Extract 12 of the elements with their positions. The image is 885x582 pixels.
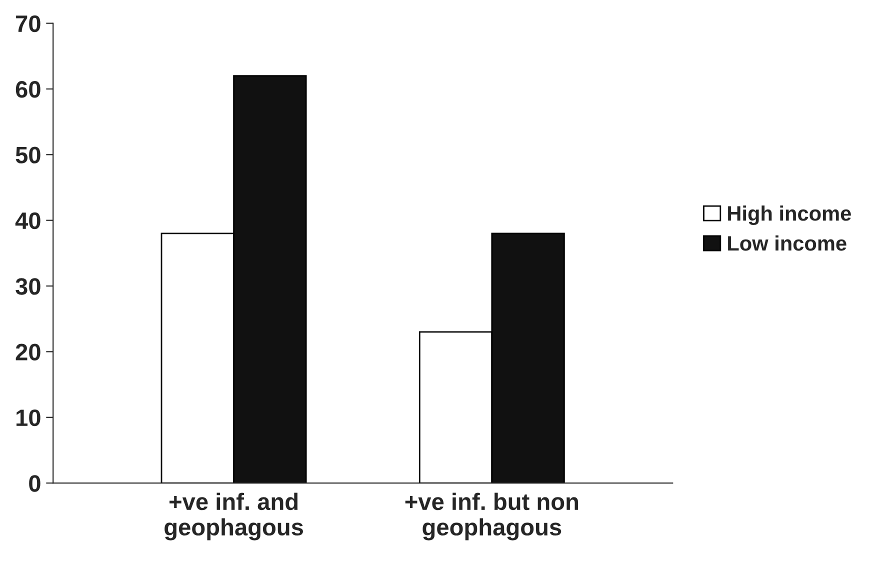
legend-label: High income bbox=[728, 206, 851, 226]
y-tick-label: 40 bbox=[15, 212, 40, 230]
y-tick-label: 20 bbox=[16, 344, 40, 360]
legend-label: Low income bbox=[728, 235, 846, 251]
x-tick-label: +ve inf. and geophagous bbox=[164, 492, 304, 540]
y-tick-label: 0 bbox=[29, 475, 40, 492]
x-tick-label: +ve inf. but non geophagous bbox=[405, 492, 578, 540]
y-tick-label: 70 bbox=[16, 15, 40, 32]
y-tick-label: 60 bbox=[16, 81, 40, 98]
y-tick-label: 10 bbox=[16, 409, 40, 426]
y-tick-label: 30 bbox=[16, 278, 40, 295]
y-tick-label: 50 bbox=[16, 146, 40, 164]
